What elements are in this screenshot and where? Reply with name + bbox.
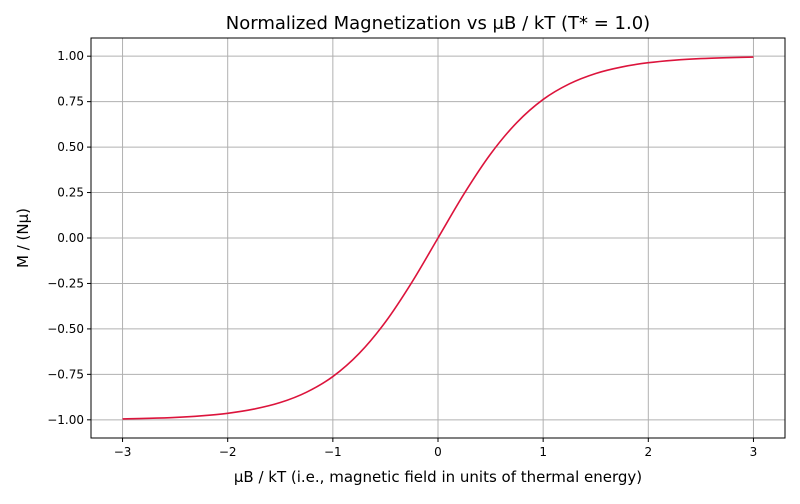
y-tick-label: 0.25 (57, 186, 84, 200)
y-tick-label: −1.00 (47, 413, 84, 427)
y-tick-label: 1.00 (57, 49, 84, 63)
y-tick-label: −0.50 (47, 322, 84, 336)
y-axis-label: M / (Nμ) (14, 208, 32, 268)
x-tick-label: 1 (539, 445, 547, 459)
magnetization-curve (122, 56, 754, 420)
y-tick-label: −0.25 (47, 276, 84, 290)
y-tick-label: 0.75 (57, 95, 84, 109)
x-tick-label: 3 (750, 445, 758, 459)
x-tick-label: −1 (324, 445, 342, 459)
tick-marks (87, 55, 754, 442)
x-tick-label: 2 (644, 445, 652, 459)
y-tick-labels: −1.00 −0.75 −0.50 −0.25 0.00 0.25 0.50 0.75 1.00 (47, 49, 84, 427)
series-layer (122, 56, 754, 420)
y-tick-label: 0.00 (57, 231, 84, 245)
x-axis-label: μB / kT (i.e., magnetic field in units o… (234, 468, 642, 486)
y-tick-label: 0.50 (57, 140, 84, 154)
x-tick-label: 0 (434, 445, 442, 459)
y-tick-label: −0.75 (47, 367, 84, 381)
grid (91, 38, 785, 438)
x-tick-labels: −3 −2 −1 0 1 2 3 (114, 445, 758, 459)
chart-title: Normalized Magnetization vs μB / kT (T* … (226, 13, 650, 34)
x-tick-label: −2 (219, 445, 237, 459)
x-tick-label: −3 (114, 445, 132, 459)
